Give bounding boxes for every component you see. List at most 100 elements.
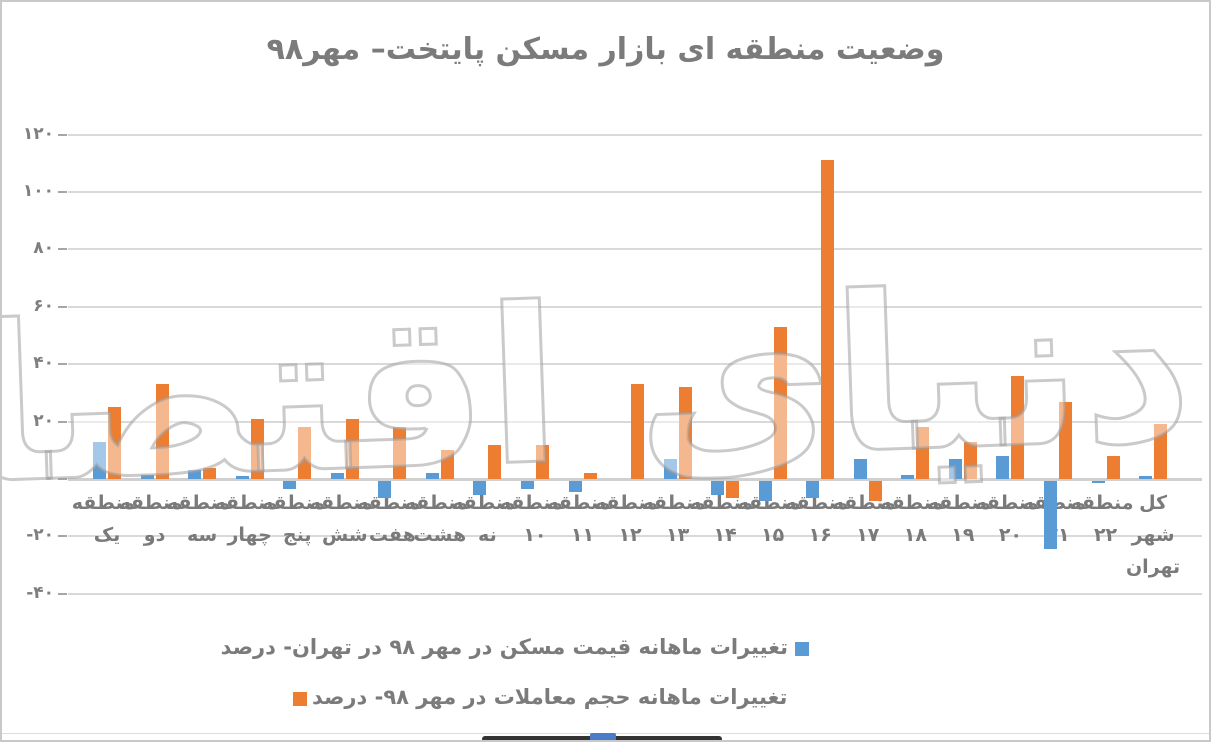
bar-price-change <box>853 458 867 479</box>
category-label: منطقه <box>119 492 183 514</box>
category-label: منطقه <box>166 492 231 514</box>
gridline <box>68 133 1202 136</box>
y-axis-tick <box>58 133 67 136</box>
bar-volume-change <box>393 427 407 479</box>
category-label: منطقه <box>71 492 135 514</box>
category-label: یک <box>93 524 121 546</box>
legend-label-price: تغییرات ماهانه قیمت مسکن در مهر ۹۸ در ته… <box>220 635 788 659</box>
y-axis-label: -۴۰ <box>26 582 54 603</box>
y-axis-tick <box>58 248 67 251</box>
y-axis-label: ۲۰ <box>33 410 54 431</box>
bar-volume-change <box>440 450 454 479</box>
category-label: ۱۲ <box>618 524 642 546</box>
bar-price-change <box>568 480 582 492</box>
category-label: منطقه <box>975 492 1039 514</box>
category-label: هفت <box>368 524 416 546</box>
category-label: منطقه <box>452 492 516 514</box>
bar-volume-change <box>298 427 312 479</box>
category-label: ۱۸ <box>903 524 927 546</box>
y-axis-label: ۱۲۰ <box>22 123 54 144</box>
bar-price-change <box>188 470 202 479</box>
bar-volume-change <box>868 480 882 501</box>
category-label: منطقه <box>404 492 468 514</box>
legend-swatch-volume <box>293 692 307 706</box>
category-label: منطقه <box>737 492 801 514</box>
category-label: نه <box>478 524 497 546</box>
bar-volume-change <box>726 480 740 498</box>
category-label: منطقه <box>261 492 326 514</box>
y-axis-label: ۶۰ <box>33 295 54 316</box>
y-axis-label: ۴۰ <box>33 353 54 374</box>
y-axis-tick <box>58 363 67 366</box>
y-axis-tick <box>58 191 67 193</box>
bar-volume-change <box>203 467 217 479</box>
category-label: منطقه <box>927 492 991 514</box>
y-axis-label: ۸۰ <box>33 238 54 259</box>
bar-price-change <box>996 456 1010 479</box>
category-label: منطقه <box>499 492 563 514</box>
bar-price-change <box>901 474 915 479</box>
category-label: دو <box>143 524 166 546</box>
bar-volume-change <box>963 441 977 479</box>
bar-volume-change <box>678 387 692 479</box>
category-label: منطقه <box>594 492 659 514</box>
bar-price-change <box>806 480 820 498</box>
legend-swatch-price <box>795 642 809 656</box>
bar-price-change <box>948 458 962 479</box>
category-label: شهر <box>1131 524 1175 546</box>
bar-price-change <box>235 476 249 479</box>
bar-volume-change <box>345 418 359 479</box>
category-label: کل <box>1139 492 1168 514</box>
gridline <box>68 305 1202 308</box>
y-axis-tick <box>58 592 67 595</box>
bar-price-change <box>140 474 154 479</box>
category-label: ۱۳ <box>665 524 690 546</box>
bar-price-change <box>1091 480 1105 484</box>
bar-price-change <box>283 480 297 490</box>
category-label: ۲۲ <box>1093 524 1118 546</box>
bar-price-change <box>425 473 439 479</box>
category-label: هشت <box>413 524 467 546</box>
category-label: منطقه <box>642 492 706 514</box>
bar-volume-change <box>583 473 597 479</box>
y-axis-tick <box>58 420 67 423</box>
category-label: چهار <box>227 524 272 546</box>
bar-volume-change <box>1154 424 1168 479</box>
bottom-scrollbar-thumb[interactable] <box>590 733 616 740</box>
category-label: ۱۷ <box>856 524 880 546</box>
bar-volume-change <box>155 384 169 479</box>
category-label: منطقه <box>1070 492 1134 514</box>
bar-price-change <box>711 480 725 495</box>
category-label: ۱۰ <box>523 524 547 546</box>
bar-volume-change <box>631 384 645 479</box>
category-label: ۱۴ <box>713 524 737 546</box>
category-label: ۲۰ <box>998 524 1023 546</box>
y-axis-tick <box>58 305 67 308</box>
y-axis-label: ۰ <box>43 468 54 488</box>
category-label: سه <box>186 524 218 546</box>
category-label: ۱۶ <box>808 524 832 546</box>
gridline <box>68 191 1202 193</box>
gridline <box>68 592 1202 595</box>
y-axis-label: ۱۰۰ <box>22 181 54 201</box>
bar-price-change <box>473 480 487 495</box>
y-axis-tick <box>58 535 67 538</box>
category-label: منطقه <box>880 492 944 514</box>
bar-volume-change <box>535 444 549 479</box>
category-label: ۱۵ <box>761 524 785 546</box>
bar-volume-change <box>108 407 121 479</box>
category-label: ۱۹ <box>951 524 975 546</box>
bar-price-change <box>758 480 772 501</box>
y-axis-tick <box>58 478 67 480</box>
category-label: منطقه <box>547 492 611 514</box>
category-label: شش <box>321 524 368 546</box>
category-label: منطقه <box>309 492 373 514</box>
gridline <box>68 478 1202 481</box>
bar-price-change <box>1139 476 1153 479</box>
gridline <box>68 535 1202 538</box>
bar-volume-change <box>1106 456 1120 479</box>
bar-volume-change <box>1059 401 1072 479</box>
chart-title: وضعیت منطقه ای بازار مسکن پایتخت– مهر۹۸ <box>266 32 945 67</box>
bar-price-change <box>378 480 392 498</box>
category-label: منطقه <box>785 492 849 514</box>
